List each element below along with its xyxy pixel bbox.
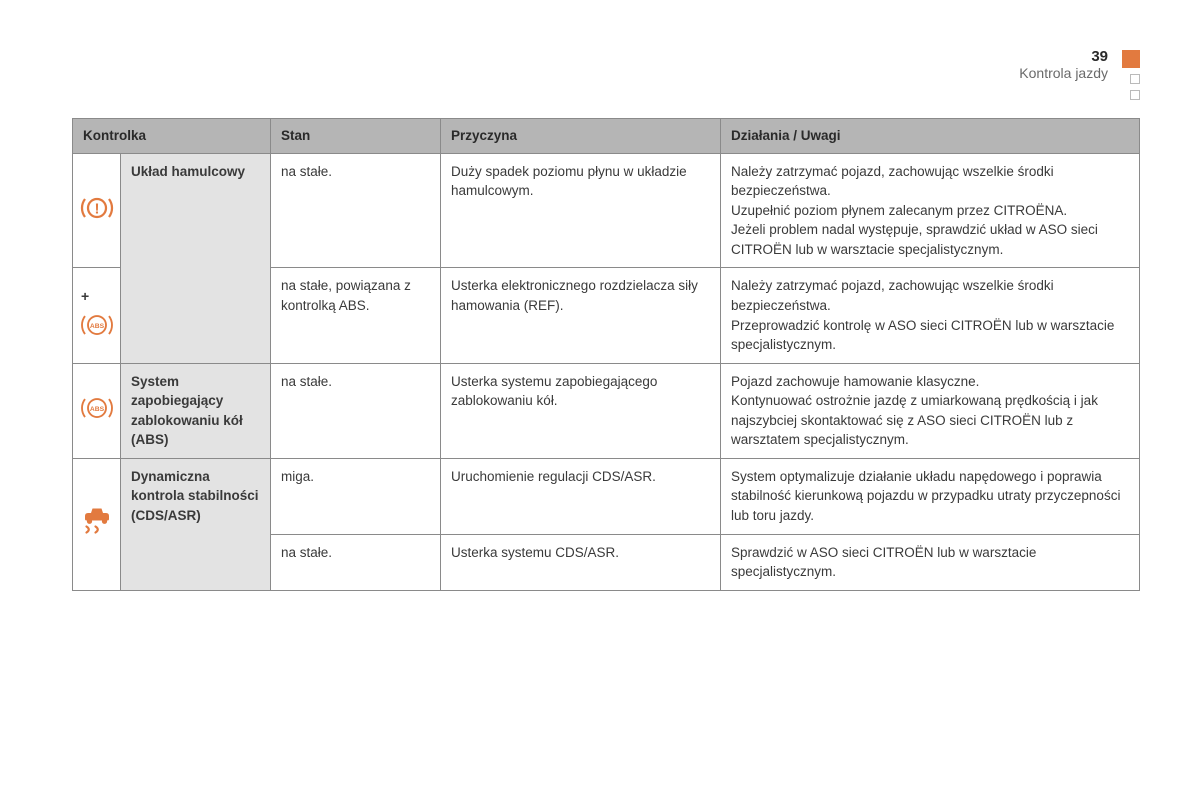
marker-outline-icon [1130,74,1140,84]
action-cell: Należy zatrzymać pojazd, zachowując wsze… [721,153,1140,268]
cause-cell: Usterka systemu CDS/ASR. [441,534,721,590]
cause-cell: Usterka elektronicznego rozdzielacza sił… [441,268,721,363]
action-cell: System optymalizuje działanie układu nap… [721,458,1140,534]
table-row: ! Układ hamulcowy na stałe. Duży spadek … [73,153,1140,268]
cause-cell: Uruchomienie regulacji CDS/ASR. [441,458,721,534]
marker-filled-icon [1122,50,1140,68]
col-stan: Stan [271,119,441,154]
esp-warning-icon [79,504,115,546]
svg-text:ABS: ABS [89,406,104,413]
page-header-text: 39 Kontrola jazdy [1019,48,1108,81]
col-kontrolka: Kontrolka [73,119,271,154]
state-cell: na stałe. [271,153,441,268]
kontrolka-name: System zapobiegający zablokowaniu kół (A… [121,363,271,458]
icon-cell: + ABS [73,268,121,363]
marker-outline-icon [1130,90,1140,100]
action-cell: Pojazd zachowuje hamowanie klasyczne. Ko… [721,363,1140,458]
abs-warning-icon: ABS [79,310,115,346]
icon-cell: ABS [73,363,121,458]
col-przyczyna: Przyczyna [441,119,721,154]
svg-text:!: ! [94,200,99,217]
action-cell: Należy zatrzymać pojazd, zachowując wsze… [721,268,1140,363]
icon-cell: ! [73,153,121,268]
state-cell: na stałe, powiązana z kontrolką ABS. [271,268,441,363]
cause-cell: Usterka systemu zapobiegającego zablokow… [441,363,721,458]
page-section-title: Kontrola jazdy [1019,65,1108,81]
table-header-row: Kontrolka Stan Przyczyna Działania / Uwa… [73,119,1140,154]
kontrolka-name: Dynamiczna kontrola stabilności (CDS/ASR… [121,458,271,590]
table-row: Dynamiczna kontrola stabilności (CDS/ASR… [73,458,1140,534]
icon-cell [73,458,121,590]
brake-warning-icon: ! [79,193,115,229]
side-markers [1122,50,1140,100]
kontrolka-name: Układ hamulcowy [121,153,271,363]
page-number: 39 [1019,48,1108,65]
page-header: 39 Kontrola jazdy [72,48,1140,100]
warning-lights-table: Kontrolka Stan Przyczyna Działania / Uwa… [72,118,1140,591]
col-dzialania: Działania / Uwagi [721,119,1140,154]
cause-cell: Duży spadek poziomu płynu w układzie ham… [441,153,721,268]
state-cell: na stałe. [271,363,441,458]
table-row: ABS System zapobiegający zablokowaniu kó… [73,363,1140,458]
plus-icon: + [77,286,116,306]
action-cell: Sprawdzić w ASO sieci CITROËN lub w wars… [721,534,1140,590]
state-cell: miga. [271,458,441,534]
abs-warning-icon: ABS [79,393,115,429]
state-cell: na stałe. [271,534,441,590]
svg-text:ABS: ABS [89,323,104,330]
